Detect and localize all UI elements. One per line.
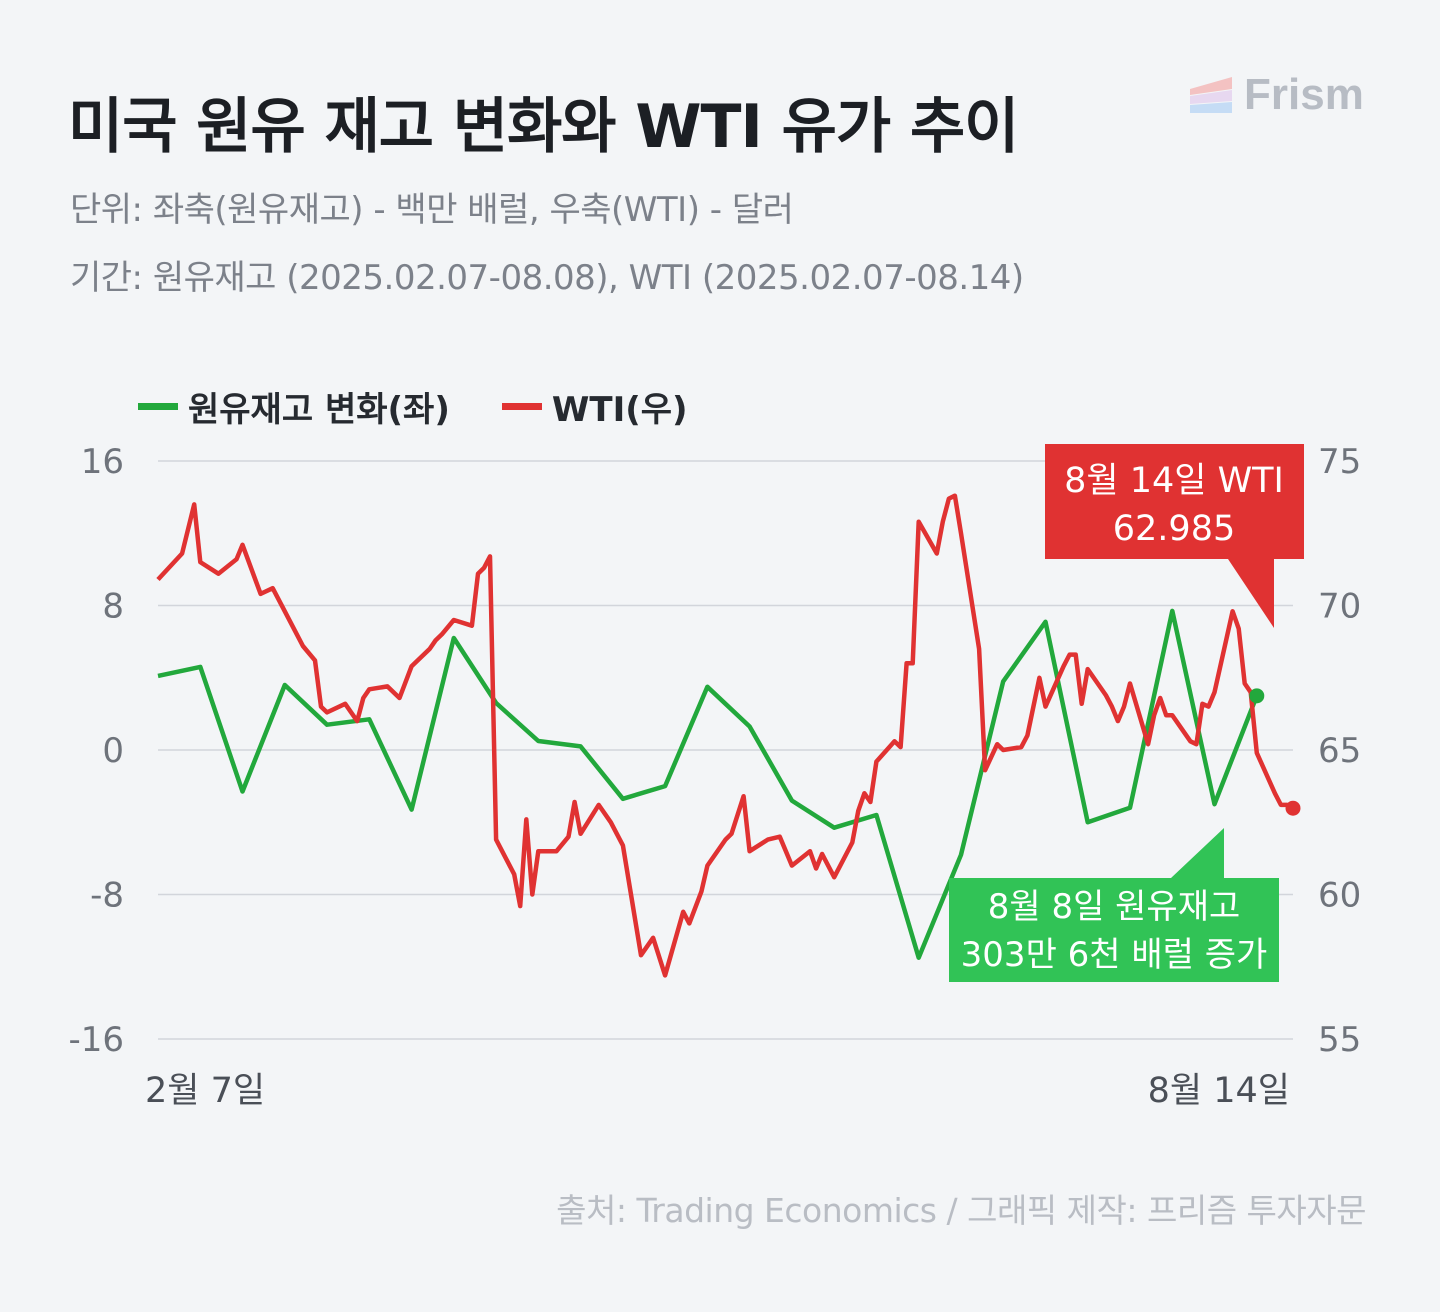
inventory-last-point xyxy=(1249,688,1265,704)
legend-item-inventory: 원유재고 변화(좌) xyxy=(138,382,450,431)
legend-swatch-inventory xyxy=(138,403,178,410)
x-start-label: 2월 7일 xyxy=(145,1071,265,1111)
left-tick-label: 0 xyxy=(102,731,124,771)
right-tick-label: 75 xyxy=(1318,442,1361,482)
left-tick-label: -8 xyxy=(90,876,124,916)
right-tick-label: 60 xyxy=(1318,876,1361,916)
inventory-callout-box xyxy=(949,828,1279,982)
inventory-callout-value: 303만 6천 배럴 증가 xyxy=(961,935,1268,975)
frism-logo-icon xyxy=(1190,77,1232,113)
wti-series-line xyxy=(156,493,1295,978)
legend-swatch-wti xyxy=(501,403,542,410)
right-tick-label: 65 xyxy=(1318,731,1361,771)
chart-title: 미국 원유 재고 변화와 WTI 유가 추이 xyxy=(68,92,1019,162)
x-end-label: 8월 14일 xyxy=(1148,1071,1290,1111)
left-tick-label: 8 xyxy=(102,587,124,627)
inventory-callout-label: 8월 8일 원유재고 xyxy=(988,887,1241,927)
chart-legend: 원유재고 변화(좌) WTI(우) xyxy=(138,382,740,431)
period-subtitle: 기간: 원유재고 (2025.02.07-08.08), WTI (2025.0… xyxy=(70,258,1024,298)
wti-callout-box xyxy=(1045,444,1304,628)
right-tick-label: 70 xyxy=(1318,587,1361,627)
right-tick-label: 55 xyxy=(1318,1020,1361,1060)
brand-logo: Frism xyxy=(1190,70,1364,120)
wti-last-point xyxy=(1285,800,1301,816)
legend-label-wti: WTI(우) xyxy=(551,390,688,430)
legend-label-inventory: 원유재고 변화(좌) xyxy=(188,390,450,430)
source-note: 출처: Trading Economics / 그래픽 제작: 프리즘 투자자문 xyxy=(556,1191,1366,1230)
wti-callout-label: 8월 14일 WTI xyxy=(1064,461,1284,501)
legend-item-wti: WTI(우) xyxy=(501,382,688,431)
left-tick-label: -16 xyxy=(68,1020,124,1060)
wti-callout-value: 62.985 xyxy=(1113,509,1235,549)
left-tick-label: 16 xyxy=(81,442,124,482)
inventory-series-line xyxy=(157,608,1259,960)
unit-subtitle: 단위: 좌축(원유재고) - 백만 배럴, 우축(WTI) - 달러 xyxy=(70,190,794,230)
brand-name: Frism xyxy=(1244,70,1364,119)
